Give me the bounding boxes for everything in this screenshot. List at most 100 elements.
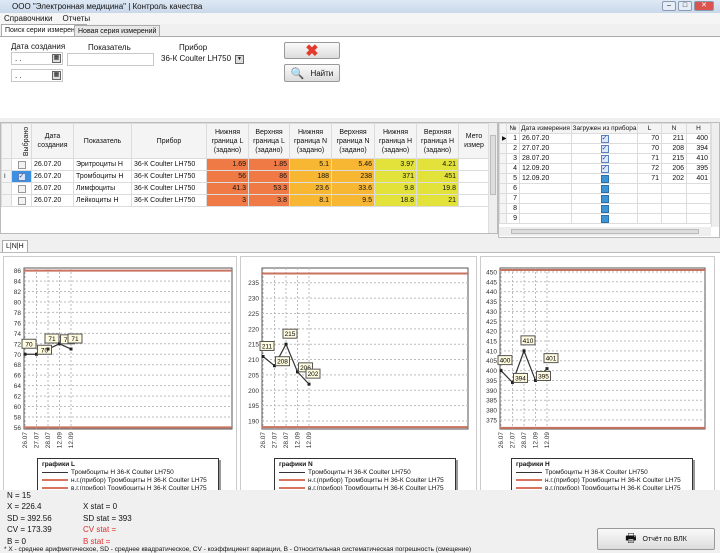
loaded-cell[interactable]	[571, 203, 638, 214]
checkbox[interactable]: ✓	[17, 172, 26, 181]
calendar-icon[interactable]: ▦	[52, 54, 61, 63]
selected-cell[interactable]	[11, 182, 32, 195]
limit-cell: 53.3	[248, 182, 290, 195]
col-h[interactable]: H	[686, 123, 711, 134]
checkbox[interactable]	[600, 204, 609, 213]
checkbox[interactable]: ✓	[600, 144, 609, 153]
device-select[interactable]: 36-К Coulter LH750 ▼	[158, 53, 244, 66]
row-indicator[interactable]: I	[1, 170, 12, 183]
table-row[interactable]: I ✓ 26.07.20 Тромбоциты Н 36-К Coulter LH750…	[1, 170, 490, 183]
checkbox[interactable]: ✓	[600, 134, 609, 143]
table-row[interactable]: 26.07.20 Лимфоциты 36-К Coulter LH750 41.3 5…	[1, 182, 490, 195]
loaded-cell[interactable]: ✓	[571, 163, 638, 174]
loaded-cell[interactable]	[571, 173, 638, 184]
row-indicator[interactable]	[1, 182, 12, 195]
col-date[interactable]: Дата создания	[31, 123, 74, 159]
report-button[interactable]: 🖶 Отчёт по ВЛК	[597, 528, 715, 550]
row-indicator[interactable]	[499, 143, 507, 154]
measurement-row[interactable]: 7	[499, 193, 711, 204]
grid-scrollbar[interactable]	[488, 123, 497, 233]
col-indicator[interactable]: Показатель	[73, 123, 132, 159]
minimize-button[interactable]: –	[662, 1, 676, 11]
limit-cell: 8.1	[289, 194, 332, 207]
calendar-icon[interactable]: ▦	[52, 71, 61, 80]
find-button[interactable]: 🔍 Найти	[284, 64, 340, 82]
measurement-row[interactable]: ▶ 1 26.07.20 ✓ 70 211 400	[499, 133, 711, 144]
row-indicator[interactable]	[499, 173, 507, 184]
col-high-h[interactable]: Верхняя граница H (задано)	[416, 123, 459, 159]
col-device[interactable]: Прибор	[131, 123, 207, 159]
selected-cell[interactable]	[11, 194, 32, 207]
clear-button[interactable]: ✖	[284, 42, 340, 60]
measurements-vscroll[interactable]	[711, 123, 719, 227]
measurements-hscroll[interactable]	[499, 227, 711, 236]
row-indicator[interactable]	[1, 158, 12, 171]
measurement-row[interactable]: 9	[499, 213, 711, 224]
loaded-cell[interactable]: ✓	[571, 133, 638, 144]
checkbox[interactable]	[17, 184, 26, 193]
row-indicator[interactable]	[499, 203, 507, 214]
date-from-input[interactable]: . . ▦	[11, 52, 63, 65]
col-loaded[interactable]: Загружен из прибора	[571, 123, 638, 134]
date-cell	[519, 203, 572, 214]
col-measure-date[interactable]: Дата измерения	[519, 123, 572, 134]
loaded-cell[interactable]	[571, 183, 638, 194]
row-indicator[interactable]	[499, 153, 507, 164]
h-cell	[686, 183, 711, 194]
measurement-row[interactable]: 3 28.07.20 ✓ 71 215 410	[499, 153, 711, 164]
measurement-row[interactable]: 6	[499, 183, 711, 194]
checkbox[interactable]	[600, 214, 609, 223]
tab-new-series[interactable]: Новая серия измерений	[74, 25, 161, 37]
chevron-down-icon[interactable]: ▼	[235, 55, 244, 64]
checkbox[interactable]: ✓	[600, 164, 609, 173]
measurement-row[interactable]: 5 12.09.20 71 202 401	[499, 173, 711, 184]
tab-lnh[interactable]: L|N|H	[2, 240, 28, 252]
checkbox[interactable]	[600, 174, 609, 183]
menu-references[interactable]: Справочники	[4, 14, 53, 23]
loaded-cell[interactable]: ✓	[571, 153, 638, 164]
measurement-row[interactable]: 4 12.09.20 ✓ 72 206 395	[499, 163, 711, 174]
selected-cell[interactable]: ✓	[11, 170, 32, 183]
y-tick-label: 385	[486, 398, 497, 405]
table-row[interactable]: 26.07.20 Лейкоциты Н 36-К Coulter LH750 3 3.…	[1, 194, 490, 207]
col-l[interactable]: L	[637, 123, 662, 134]
col-high-n[interactable]: Верхняя граница N (задано)	[331, 123, 375, 159]
checkbox[interactable]: ✓	[600, 154, 609, 163]
col-low-h[interactable]: Нижняя граница H (задано)	[374, 123, 417, 159]
col-number[interactable]: №	[506, 123, 520, 134]
legend-swatch	[42, 487, 68, 489]
col-low-n[interactable]: Нижняя граница N (задано)	[289, 123, 332, 159]
loaded-cell[interactable]	[571, 193, 638, 204]
col-high-l[interactable]: Верхняя граница L (задано)	[248, 123, 290, 159]
checkbox[interactable]	[600, 194, 609, 203]
y-tick-label: 68	[14, 362, 22, 369]
col-selected[interactable]: Выбрано	[11, 123, 32, 159]
date-to-input[interactable]: . . ▦	[11, 69, 63, 82]
data-point	[35, 352, 38, 356]
legend-swatch	[279, 471, 305, 473]
row-indicator[interactable]	[1, 194, 12, 207]
col-method[interactable]: Мето измер	[458, 123, 490, 159]
loaded-cell[interactable]: ✓	[571, 143, 638, 154]
row-indicator[interactable]: ▶	[499, 133, 507, 144]
measurement-row[interactable]: 2 27.07.20 ✓ 70 208 394	[499, 143, 711, 154]
maximize-button[interactable]: □	[678, 1, 692, 11]
row-indicator[interactable]	[499, 163, 507, 174]
loaded-cell[interactable]	[571, 213, 638, 224]
table-row[interactable]: 26.07.20 Эритроциты Н 36-К Coulter LH750 1.…	[1, 158, 490, 171]
col-n[interactable]: N	[661, 123, 687, 134]
row-indicator[interactable]	[499, 193, 507, 204]
selected-cell[interactable]	[11, 158, 32, 171]
measurement-row[interactable]: 8	[499, 203, 711, 214]
indicator-input[interactable]	[67, 53, 154, 66]
row-indicator[interactable]	[499, 213, 507, 224]
charts-area: 56 58 60 62 64 66 68 70 72 74 76 78 80 82 84 86 26.07 27.…	[0, 252, 720, 495]
checkbox[interactable]	[17, 160, 26, 169]
menu-reports[interactable]: Отчеты	[62, 14, 91, 23]
checkbox[interactable]	[600, 184, 609, 193]
row-indicator[interactable]	[499, 183, 507, 194]
close-button[interactable]: ✕	[694, 1, 714, 11]
data-label: 410	[523, 338, 534, 345]
checkbox[interactable]	[17, 196, 26, 205]
col-low-l[interactable]: Нижняя граница L (задано)	[206, 123, 249, 159]
